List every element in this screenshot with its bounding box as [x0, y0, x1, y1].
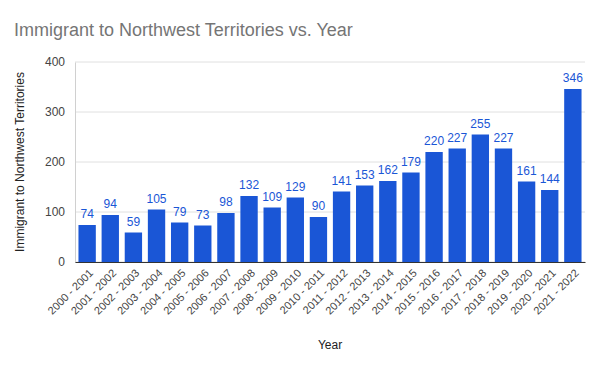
x-tick: 2021 - 2022	[531, 267, 581, 317]
bar	[402, 173, 419, 263]
data-label: 141	[332, 174, 352, 188]
y-tick-label: 200	[45, 155, 65, 169]
bar	[148, 210, 165, 263]
bar	[425, 152, 442, 262]
bar	[102, 215, 119, 262]
bar	[310, 217, 327, 262]
data-label: 144	[540, 172, 560, 186]
chart-svg: 0 100 200 300 400 2000 - 20012001 - 20022002 …	[0, 0, 600, 371]
y-tick-label: 300	[45, 105, 65, 119]
bar	[217, 213, 234, 262]
bar	[125, 233, 142, 263]
y-tick: 0	[58, 255, 75, 269]
y-axis-line	[75, 63, 76, 263]
x-axis-title: Year	[318, 338, 342, 352]
x-tick-label: 2021 - 2022	[531, 267, 581, 317]
y-tick-label: 400	[45, 55, 65, 69]
bar	[379, 181, 396, 262]
data-label: 179	[401, 155, 421, 169]
y-tick: 400	[45, 55, 75, 69]
data-label: 132	[239, 178, 259, 192]
data-label: 98	[219, 195, 233, 209]
data-label: 79	[173, 205, 187, 219]
data-label: 255	[470, 117, 490, 131]
bar	[472, 135, 489, 263]
grid	[75, 62, 585, 262]
bar	[564, 89, 581, 262]
bar	[194, 226, 211, 263]
bar	[541, 190, 558, 262]
data-label: 73	[196, 208, 210, 222]
data-label: 227	[447, 131, 467, 145]
data-label: 153	[355, 168, 375, 182]
bar	[264, 208, 281, 263]
data-label: 220	[424, 134, 444, 148]
data-label: 161	[517, 164, 537, 178]
y-axis: 0 100 200 300 400	[45, 55, 76, 269]
bar	[449, 149, 466, 263]
x-axis-line	[76, 262, 586, 263]
data-label: 227	[493, 131, 513, 145]
bar	[287, 198, 304, 263]
grid-line	[75, 112, 585, 113]
data-label: 346	[563, 71, 583, 85]
data-label: 94	[104, 197, 118, 211]
bar	[518, 182, 535, 263]
data-label: 105	[147, 192, 167, 206]
data-label: 59	[127, 215, 141, 229]
data-label: 74	[80, 207, 94, 221]
data-labels: 7494591057973981321091299014115316217922…	[80, 71, 583, 229]
bar	[333, 192, 350, 263]
background	[0, 0, 600, 371]
chart-container: 0 100 200 300 400 2000 - 20012001 - 20022002 …	[0, 0, 600, 371]
chart-title: Immigrant to Northwest Territories vs. Y…	[14, 20, 353, 40]
bar	[171, 223, 188, 263]
y-tick-label: 0	[58, 255, 65, 269]
data-label: 129	[285, 180, 305, 194]
bars	[78, 89, 581, 262]
data-label: 90	[312, 199, 326, 213]
x-axis: 2000 - 20012001 - 20022002 - 20032003 - …	[45, 263, 585, 317]
bar	[356, 186, 373, 263]
bar	[495, 149, 512, 263]
y-tick: 100	[45, 205, 75, 219]
data-label: 109	[262, 190, 282, 204]
y-tick: 300	[45, 105, 75, 119]
y-tick: 200	[45, 155, 75, 169]
y-tick-label: 100	[45, 205, 65, 219]
grid-line	[75, 62, 585, 63]
bar	[240, 196, 257, 262]
bar	[78, 225, 95, 262]
data-label: 162	[378, 163, 398, 177]
y-axis-title: Immigrant to Northwest Territories	[13, 72, 27, 252]
